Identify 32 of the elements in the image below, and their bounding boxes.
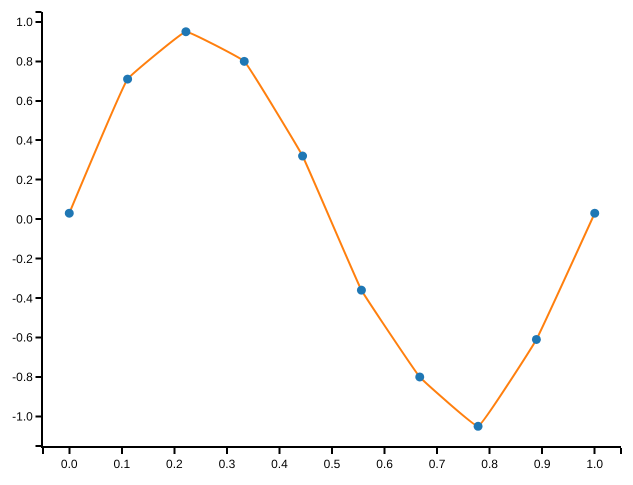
y-tick-label: -0.4 [12,291,34,306]
point [532,334,541,344]
point [590,208,600,218]
point [123,74,132,84]
x-tick-label: 0.2 [166,457,184,472]
x-tick-label: 0.7 [428,457,446,472]
x-tick-label: 0.8 [481,457,498,472]
y-tick-label: -0.8 [12,370,34,384]
point [181,27,190,36]
point [240,56,249,66]
point [64,208,74,218]
y-tick-label: 0.6 [16,94,34,108]
x-tick-label: 1.0 [586,457,604,472]
x-tick-label: 0.9 [534,457,551,472]
y-tick-label: -1.0 [12,410,34,424]
x-tick-label: 0.0 [60,457,78,472]
y-tick-label: 0.4 [16,133,34,148]
y-tick-label: 0.0 [16,212,34,226]
x-tick-label: 0.3 [218,457,236,472]
y-tick-label: 1.0 [16,15,34,30]
point [415,372,424,382]
x-tick-label: 0.5 [324,457,341,472]
y-tick-label: 0.8 [16,54,34,69]
y-tick-label: 0.2 [16,172,34,187]
point [356,286,366,295]
y-tick-label: -0.6 [12,330,34,345]
y-tick-label: -0.2 [12,252,34,266]
x-tick-label: 0.1 [113,457,130,472]
point [298,152,308,161]
point [474,422,483,431]
x-tick-label: 0.4 [271,457,288,472]
x-tick-label: 0.6 [376,457,394,472]
